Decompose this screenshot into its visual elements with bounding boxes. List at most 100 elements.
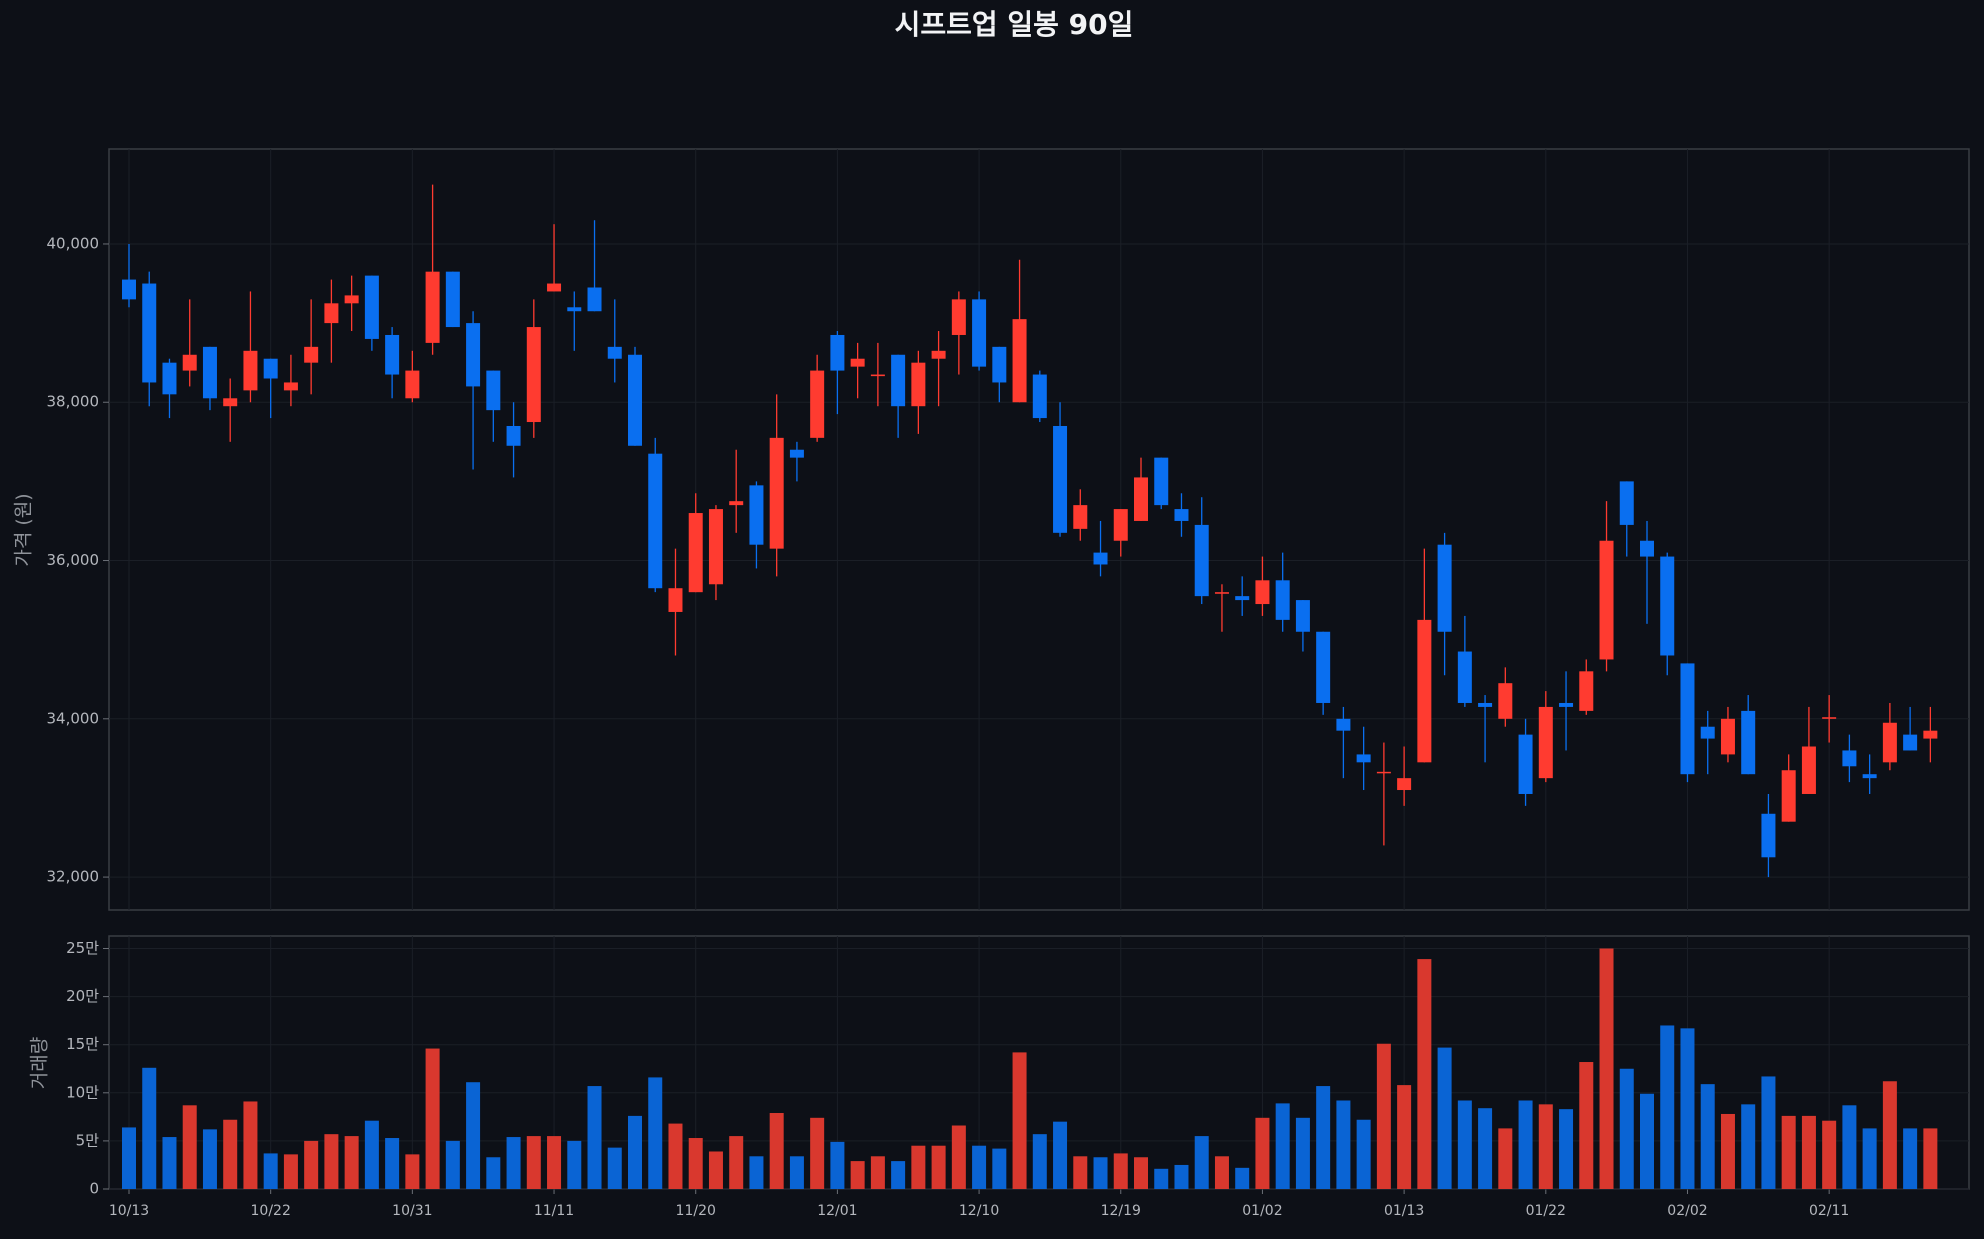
volume-bar — [1862, 1128, 1877, 1189]
y-tick-label: 40,000 — [47, 234, 100, 252]
volume-bar — [1012, 1052, 1027, 1189]
x-tick-label: 11/20 — [676, 1203, 716, 1219]
candle-body — [122, 279, 136, 300]
volume-bar — [1093, 1157, 1108, 1189]
candle-body — [1842, 750, 1857, 767]
volume-bar — [506, 1137, 521, 1189]
volume-bar — [688, 1138, 703, 1189]
y-tick-label: 0 — [89, 1180, 99, 1198]
candle-body — [1194, 524, 1209, 597]
volume-bar — [1113, 1153, 1128, 1189]
candle-body — [324, 303, 339, 324]
volume-bar — [486, 1157, 501, 1189]
y-axis-label: 거래량 — [29, 1037, 51, 1089]
candle-body — [789, 449, 804, 458]
volume-bar — [1316, 1086, 1331, 1189]
y-tick-label: 36,000 — [47, 551, 100, 569]
candle-body — [870, 374, 885, 377]
candle-body — [567, 307, 582, 312]
candle-body — [1113, 509, 1128, 541]
volume-bar — [223, 1119, 238, 1189]
volume-bar — [1599, 948, 1614, 1189]
candle-body — [1903, 734, 1918, 751]
candle-body — [1174, 509, 1189, 521]
volume-bar — [1255, 1117, 1270, 1189]
volume-bar — [1680, 1028, 1695, 1189]
candle-body — [729, 501, 744, 506]
volume-bar — [1579, 1062, 1594, 1189]
candle-body — [1700, 726, 1715, 739]
candle-body — [1376, 771, 1391, 774]
volume-bar — [1842, 1105, 1857, 1189]
volume-bar — [1053, 1121, 1068, 1189]
candle-body — [263, 358, 278, 379]
volume-bar — [1720, 1113, 1735, 1189]
volume-bar — [1781, 1115, 1796, 1189]
x-tick-label: 10/22 — [251, 1203, 291, 1219]
volume-bar — [1376, 1043, 1391, 1189]
candle-body — [526, 327, 541, 423]
candle-body — [587, 287, 602, 312]
candle-body — [951, 299, 966, 335]
volume-bar — [1882, 1081, 1897, 1189]
candle-body — [1781, 770, 1796, 822]
volume-bar — [1903, 1128, 1918, 1189]
candle-body — [1275, 580, 1290, 620]
candle-body — [1801, 746, 1816, 794]
candle-body — [364, 275, 379, 339]
candle-body — [810, 370, 825, 438]
y-tick-label: 20만 — [66, 987, 99, 1005]
volume-bar — [769, 1113, 784, 1189]
volume-bar — [810, 1117, 825, 1189]
volume-bar — [283, 1154, 298, 1189]
volume-bar — [1134, 1157, 1148, 1189]
volume-bar — [567, 1140, 582, 1189]
x-tick-label: 12/19 — [1101, 1203, 1141, 1219]
candle-body — [223, 398, 238, 407]
y-tick-label: 25만 — [66, 939, 99, 957]
candle-body — [1235, 596, 1250, 601]
volume-bar — [972, 1145, 987, 1189]
candle-body — [202, 346, 217, 399]
volume-bar — [1741, 1104, 1756, 1189]
volume-bar — [364, 1120, 379, 1189]
volume-bar — [1174, 1164, 1189, 1189]
volume-bar — [1538, 1104, 1553, 1189]
candle-body — [344, 295, 359, 304]
candle-body — [1761, 813, 1776, 858]
candle-body — [1599, 540, 1614, 660]
volume-bar — [830, 1141, 845, 1189]
volume-bar — [405, 1154, 420, 1189]
y-axis-label: 가격 (원) — [13, 493, 35, 566]
x-tick-label: 10/31 — [392, 1203, 432, 1219]
volume-bar — [891, 1161, 906, 1189]
x-tick-label: 02/02 — [1667, 1203, 1707, 1219]
volume-bar — [1619, 1068, 1634, 1189]
candle-body — [1336, 718, 1351, 731]
candle-body — [445, 271, 460, 328]
candle-body — [1660, 556, 1675, 656]
volume-bar — [870, 1156, 885, 1189]
x-tick-label: 11/11 — [534, 1203, 574, 1219]
volume-bar — [668, 1123, 683, 1189]
y-tick-label: 5만 — [76, 1131, 100, 1149]
candle-body — [1478, 702, 1493, 707]
candle-body — [891, 354, 906, 407]
candle-body — [425, 271, 440, 343]
volume-bar — [344, 1136, 359, 1189]
candle-body — [1012, 319, 1027, 403]
volume-bar — [445, 1140, 460, 1189]
candle-body — [628, 354, 642, 446]
volume-bar — [587, 1086, 602, 1189]
candle-body — [1154, 457, 1169, 506]
volume-bar — [1275, 1103, 1290, 1189]
volume-bar — [1559, 1109, 1574, 1189]
volume-bar — [911, 1145, 926, 1189]
volume-bar — [1478, 1108, 1493, 1189]
candle-body — [708, 509, 723, 585]
volume-bar — [304, 1140, 319, 1189]
candle-body — [1640, 540, 1654, 557]
candle-body — [1741, 710, 1756, 775]
candle-body — [992, 346, 1007, 383]
